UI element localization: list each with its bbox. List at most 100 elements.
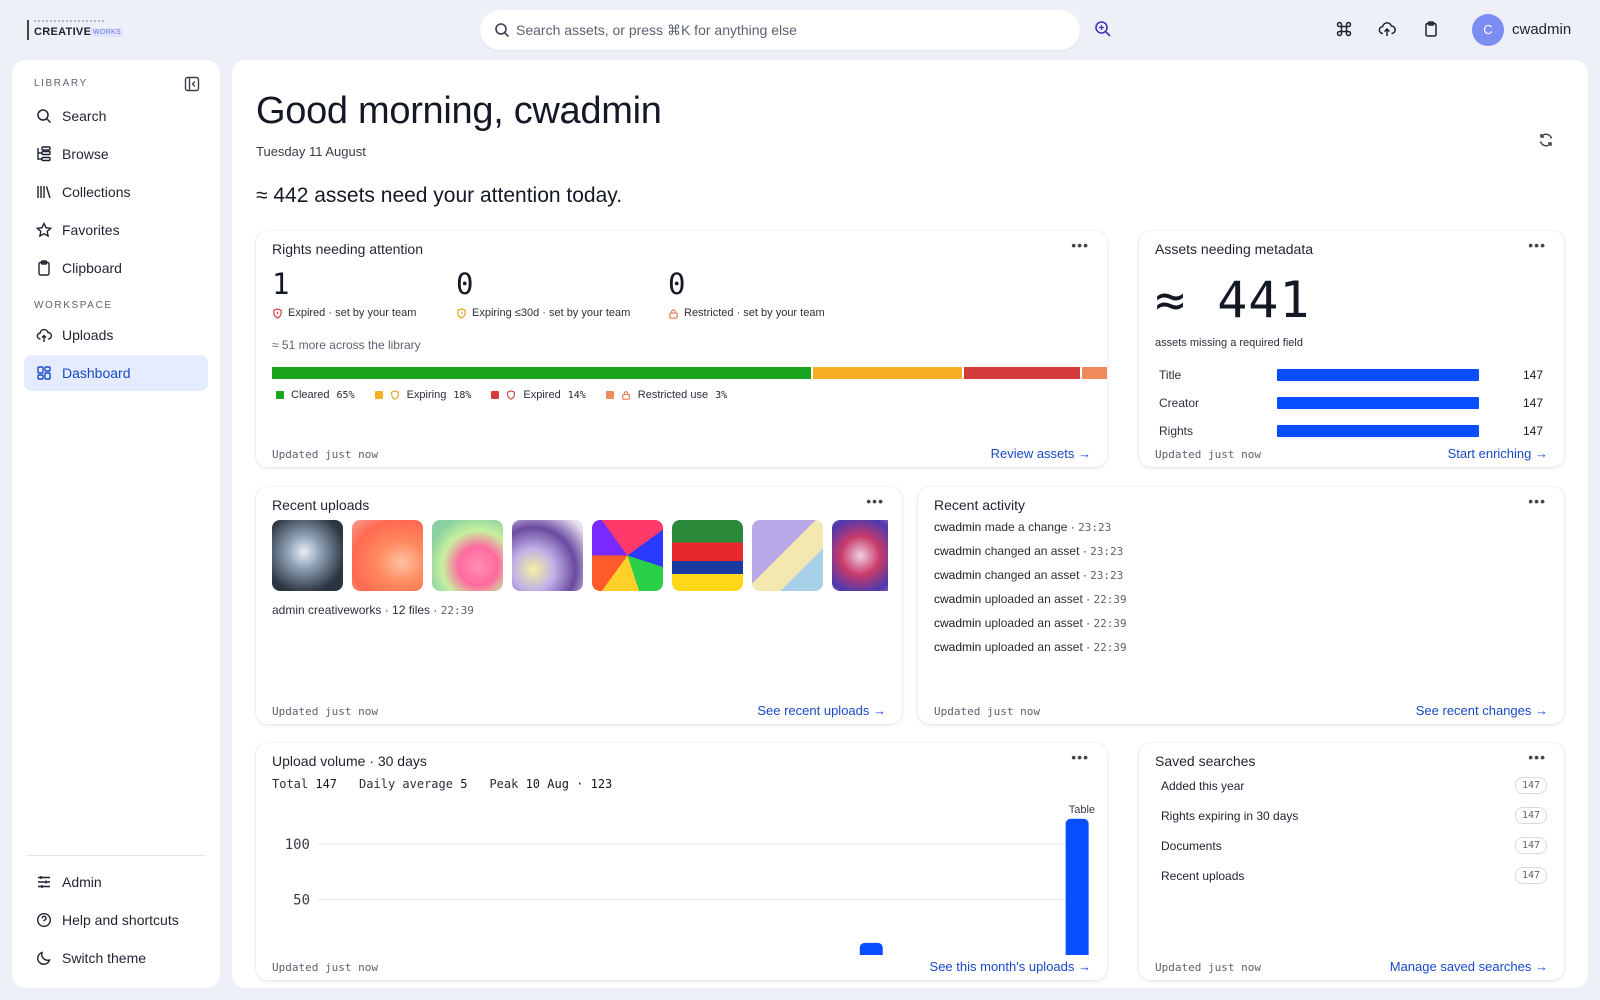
sidebar-item-label: Favorites: [62, 222, 120, 238]
updated-label: Updated just now: [1155, 961, 1261, 974]
upload-volume-card: Upload volume · 30 days ••• Total 147 Da…: [256, 743, 1107, 980]
see-recent-uploads-link[interactable]: See recent uploads →: [757, 703, 886, 718]
legend-label: Restricted use: [637, 389, 709, 401]
rights-segment[interactable]: [812, 367, 963, 379]
shield-clock-icon: [390, 390, 399, 400]
legend-percent: 18%: [453, 389, 472, 401]
command-icon[interactable]: [1335, 20, 1353, 38]
sliders-icon: [38, 876, 50, 888]
table-toggle[interactable]: Table: [1069, 804, 1095, 816]
main-panel: Good morning, cwadmin Tuesday 11 August …: [232, 60, 1588, 988]
card-title: Assets needing metadata: [1155, 241, 1313, 257]
legend-expired: Expired 14%: [491, 389, 586, 401]
more-options-icon[interactable]: •••: [1071, 237, 1089, 253]
upload-time: 22:39: [440, 604, 474, 617]
sidebar-item-label: Clipboard: [62, 260, 122, 276]
legend-label: Expiring: [406, 389, 447, 401]
see-recent-changes-link[interactable]: See recent changes →: [1415, 703, 1548, 718]
library-section-label: LIBRARY: [34, 78, 88, 89]
recent-uploads-card: Recent uploads ••• admin creativeworks ·…: [256, 487, 902, 724]
upload-thumbnail[interactable]: [832, 520, 888, 591]
sidebar-item-theme[interactable]: Switch theme: [24, 940, 208, 976]
activity-item[interactable]: cwadmin uploaded an asset · 22:39: [934, 592, 1127, 606]
upload-thumbnail[interactable]: [512, 520, 583, 591]
sidebar-item-clipboard[interactable]: Clipboard: [24, 250, 208, 286]
activity-item[interactable]: cwadmin uploaded an asset · 22:39: [934, 640, 1127, 654]
volume-bar[interactable]: [859, 942, 883, 955]
see-month-uploads-link[interactable]: See this month's uploads →: [929, 959, 1091, 974]
sidebar-item-help[interactable]: Help and shortcuts: [24, 902, 208, 938]
rights-segment[interactable]: [272, 367, 811, 379]
upload-thumbnail[interactable]: [592, 520, 663, 591]
activity-item[interactable]: cwadmin uploaded an asset · 22:39: [934, 616, 1127, 630]
clipboard-icon: [38, 260, 50, 276]
metadata-row-creator[interactable]: Creator 147: [1159, 393, 1549, 413]
legend-restricted: Restricted use 3%: [605, 389, 727, 401]
metadata-subtitle: assets missing a required field: [1155, 337, 1303, 349]
stat-expiring[interactable]: 0 Expiring ≤30d · set by your team: [456, 267, 630, 319]
upload-thumbnail[interactable]: [272, 520, 343, 591]
legend-expiring: Expiring 18%: [374, 389, 472, 401]
stat-label: Expired · set by your team: [288, 307, 417, 319]
workspace-section-label: WORKSPACE: [34, 300, 113, 311]
review-assets-link[interactable]: Review assets →: [990, 446, 1091, 461]
sidebar-item-label: Switch theme: [62, 950, 147, 966]
upload-thumbnail[interactable]: [352, 520, 423, 591]
more-options-icon[interactable]: •••: [1528, 749, 1546, 765]
activity-item[interactable]: cwadmin changed an asset · 23:23: [934, 568, 1124, 582]
metadata-field: Creator: [1159, 396, 1200, 410]
star-icon: [36, 222, 52, 238]
global-search[interactable]: [480, 10, 1080, 50]
metadata-field: Title: [1159, 368, 1182, 382]
sidebar: LIBRARY Search Browse Collections Favori…: [12, 60, 220, 988]
clipboard-icon[interactable]: [1422, 20, 1440, 38]
start-enriching-link[interactable]: Start enriching →: [1447, 446, 1548, 461]
sidebar-item-dashboard[interactable]: Dashboard: [24, 355, 208, 391]
search-input[interactable]: [516, 10, 1056, 50]
card-title: Recent activity: [934, 497, 1026, 513]
saved-searches-card: Saved searches ••• Added this year 147 Ri…: [1139, 743, 1564, 980]
legend-label: Expired: [523, 389, 561, 401]
sidebar-item-search[interactable]: Search: [24, 98, 208, 134]
dashboard-grid-icon: [37, 366, 51, 380]
avatar[interactable]: C: [1472, 14, 1504, 46]
brand-logo[interactable]: CREATIVE WORKS: [26, 18, 126, 42]
saved-search-item[interactable]: Recent uploads 147: [1161, 863, 1547, 889]
sidebar-item-favorites[interactable]: Favorites: [24, 212, 208, 248]
sidebar-item-browse[interactable]: Browse: [24, 136, 208, 172]
sidebar-item-admin[interactable]: Admin: [24, 864, 208, 900]
sidebar-item-label: Collections: [62, 184, 131, 200]
saved-search-item[interactable]: Rights expiring in 30 days 147: [1161, 803, 1547, 829]
activity-item[interactable]: cwadmin changed an asset · 23:23: [934, 544, 1124, 558]
upload-cloud-icon[interactable]: [1378, 20, 1396, 38]
saved-search-item[interactable]: Documents 147: [1161, 833, 1547, 859]
more-options-icon[interactable]: •••: [866, 493, 884, 509]
sidebar-item-uploads[interactable]: Uploads: [24, 317, 208, 353]
saved-search-count: 147: [1514, 807, 1547, 824]
user-name[interactable]: cwadmin: [1512, 21, 1572, 38]
moon-icon: [37, 951, 51, 965]
stat-restricted[interactable]: 0 Restricted · set by your team: [668, 267, 825, 319]
saved-search-item[interactable]: Added this year 147: [1161, 773, 1547, 799]
upload-thumbnail[interactable]: [432, 520, 503, 591]
rights-segment[interactable]: [1082, 367, 1107, 379]
refresh-icon[interactable]: [1538, 132, 1554, 148]
upload-thumbnail[interactable]: [752, 520, 823, 591]
lock-icon: [621, 391, 630, 400]
metadata-value: 147: [1522, 424, 1543, 438]
manage-saved-searches-link[interactable]: Manage saved searches →: [1389, 959, 1548, 974]
collapse-sidebar-icon[interactable]: [184, 76, 200, 92]
metadata-row-title[interactable]: Title 147: [1159, 365, 1549, 385]
more-options-icon[interactable]: •••: [1528, 493, 1546, 509]
more-options-icon[interactable]: •••: [1071, 749, 1089, 765]
rights-segment[interactable]: [964, 367, 1081, 379]
sidebar-item-collections[interactable]: Collections: [24, 174, 208, 210]
more-options-icon[interactable]: •••: [1528, 237, 1546, 253]
metadata-row-rights[interactable]: Rights 147: [1159, 421, 1549, 441]
activity-item[interactable]: cwadmin made a change · 23:23: [934, 520, 1112, 534]
upload-thumbnail[interactable]: [672, 520, 743, 591]
stat-expired[interactable]: 1 Expired · set by your team: [272, 267, 416, 319]
smart-search-icon[interactable]: [1094, 20, 1112, 38]
collections-icon: [37, 186, 51, 199]
volume-bar[interactable]: [1065, 818, 1089, 955]
